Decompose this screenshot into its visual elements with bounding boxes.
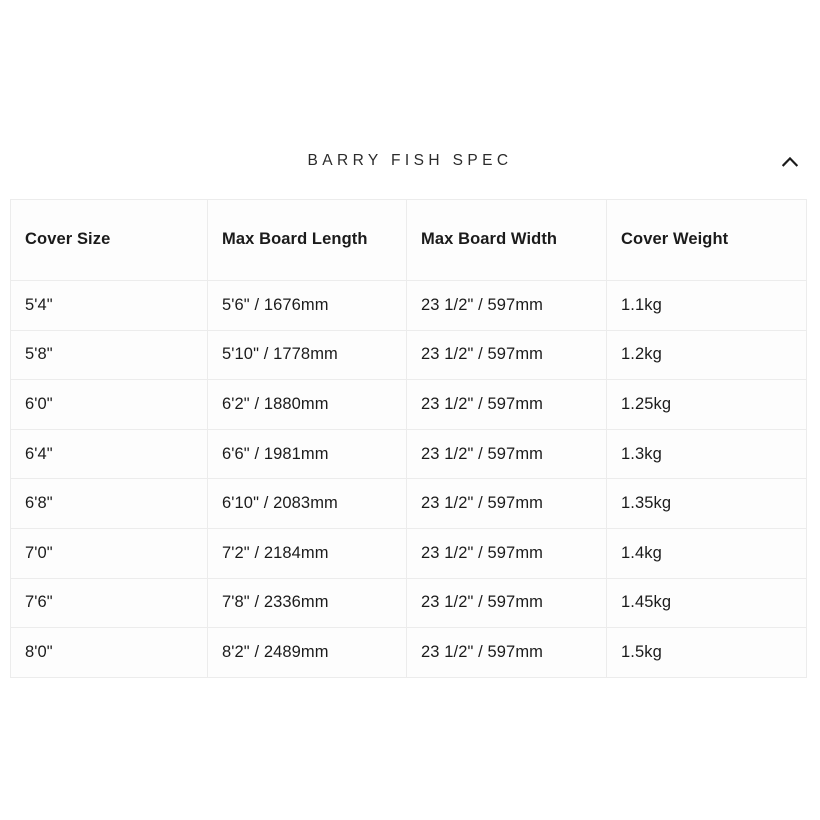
cell-cover-size: 6'8" [10,478,208,529]
table-row: 6'8" 6'10" / 2083mm 23 1/2" / 597mm 1.35kg [10,478,807,529]
page-title: BARRY FISH SPEC [307,152,513,170]
cell-max-board-length: 5'6" / 1676mm [207,280,407,331]
column-header-label: Cover Size [25,230,111,249]
cell-max-board-length: 6'2" / 1880mm [207,379,407,430]
cell-cover-weight: 1.35kg [606,478,807,529]
cell-max-board-width: 23 1/2" / 597mm [406,428,607,480]
cell-cover-size: 5'8" [10,329,208,381]
table-row: 6'4" 6'6" / 1981mm 23 1/2" / 597mm 1.3kg [10,428,807,480]
column-header-label: Max Board Width [421,230,558,249]
column-header-label: Max Board Length [222,230,368,249]
table-header: Cover Size Max Board Length Max Board Wi… [10,199,807,281]
chevron-up-icon[interactable] [777,148,803,174]
cell-cover-weight: 1.25kg [606,379,807,430]
cell-max-board-width: 23 1/2" / 597mm [406,527,607,579]
cell-max-board-width: 23 1/2" / 597mm [406,329,607,381]
cell-cover-size: 7'6" [10,577,208,629]
cell-cover-weight: 1.5kg [606,627,807,678]
table-row: 5'8" 5'10" / 1778mm 23 1/2" / 597mm 1.2kg [10,329,807,381]
cell-cover-weight: 1.45kg [606,577,807,629]
cell-max-board-width: 23 1/2" / 597mm [406,280,607,331]
table-row: 8'0" 8'2" / 2489mm 23 1/2" / 597mm 1.5kg [10,627,807,678]
cell-max-board-width: 23 1/2" / 597mm [406,627,607,678]
cell-max-board-length: 8'2" / 2489mm [207,627,407,678]
cell-cover-size: 7'0" [10,527,208,579]
table-body: 5'4" 5'6" / 1676mm 23 1/2" / 597mm 1.1kg 5'8… [10,280,807,678]
cell-max-board-width: 23 1/2" / 597mm [406,577,607,629]
cell-cover-size: 8'0" [10,627,208,678]
column-header-label: Cover Weight [621,230,729,249]
cell-cover-size: 5'4" [10,280,208,331]
cell-cover-size: 6'4" [10,428,208,480]
spec-table: Cover Size Max Board Length Max Board Wi… [10,199,807,678]
table-row: 7'0" 7'2" / 2184mm 23 1/2" / 597mm 1.4kg [10,527,807,579]
column-header-cover-weight: Cover Weight [606,199,807,281]
cell-max-board-length: 6'10" / 2083mm [207,478,407,529]
table-row: 7'6" 7'8" / 2336mm 23 1/2" / 597mm 1.45kg [10,577,807,629]
table-row: 6'0" 6'2" / 1880mm 23 1/2" / 597mm 1.25kg [10,379,807,430]
cell-cover-size: 6'0" [10,379,208,430]
table-header-row: Cover Size Max Board Length Max Board Wi… [10,199,807,281]
column-header-max-board-width: Max Board Width [406,199,607,281]
cell-cover-weight: 1.2kg [606,329,807,381]
cell-cover-weight: 1.3kg [606,428,807,480]
cell-max-board-length: 5'10" / 1778mm [207,329,407,381]
cell-cover-weight: 1.1kg [606,280,807,331]
cell-cover-weight: 1.4kg [606,527,807,579]
cell-max-board-length: 7'2" / 2184mm [207,527,407,579]
column-header-max-board-length: Max Board Length [207,199,407,281]
spec-table-container: Cover Size Max Board Length Max Board Wi… [10,199,807,678]
cell-max-board-length: 6'6" / 1981mm [207,428,407,480]
table-row: 5'4" 5'6" / 1676mm 23 1/2" / 597mm 1.1kg [10,280,807,331]
cell-max-board-width: 23 1/2" / 597mm [406,478,607,529]
spec-accordion-header[interactable]: BARRY FISH SPEC [10,138,806,184]
cell-max-board-length: 7'8" / 2336mm [207,577,407,629]
cell-max-board-width: 23 1/2" / 597mm [406,379,607,430]
column-header-cover-size: Cover Size [10,199,208,281]
